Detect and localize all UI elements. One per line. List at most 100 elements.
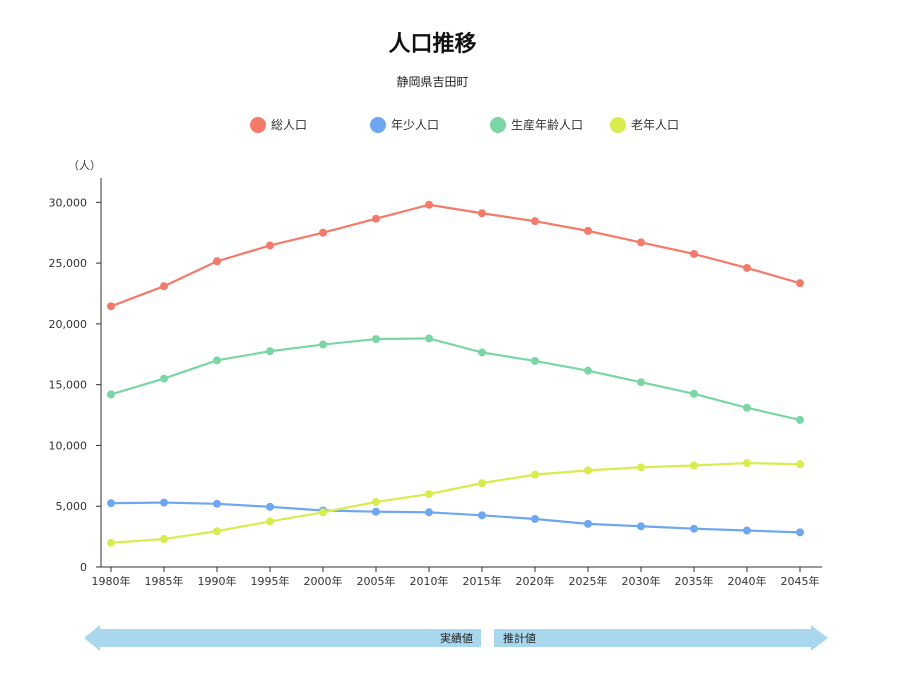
data-point-youth[interactable] <box>372 507 380 516</box>
series-line-youth <box>110 501 801 534</box>
data-point-total[interactable] <box>478 209 486 218</box>
data-point-elderly[interactable] <box>160 535 168 544</box>
series-line-total <box>110 203 801 308</box>
x-tick-label: 2020年 <box>516 574 555 588</box>
chart-subtitle: 静岡県吉田町 <box>396 75 469 89</box>
data-point-total[interactable] <box>372 214 380 223</box>
series-line-working-age <box>110 337 801 421</box>
data-point-youth[interactable] <box>478 511 486 520</box>
legend-marker-youth <box>370 116 386 133</box>
legend-label-working-age: 生産年齢人口 <box>511 118 584 132</box>
data-point-total[interactable] <box>531 217 539 226</box>
data-point-working-age[interactable] <box>690 389 698 398</box>
data-point-elderly[interactable] <box>266 517 274 526</box>
data-point-youth[interactable] <box>107 499 115 508</box>
legend-item-total[interactable]: 総人口 <box>250 116 307 133</box>
series-total <box>107 200 804 311</box>
data-point-youth[interactable] <box>796 528 804 537</box>
data-point-youth[interactable] <box>637 522 645 531</box>
legend-item-elderly[interactable]: 老年人口 <box>610 116 679 133</box>
data-point-total[interactable] <box>637 238 645 247</box>
legend-label-youth: 年少人口 <box>391 118 440 132</box>
legend-label-elderly: 老年人口 <box>631 118 680 132</box>
line-chart: （人） 0 5,000 10,000 15,000 20,000 25,000 30,000… <box>49 159 822 588</box>
data-point-working-age[interactable] <box>107 390 115 399</box>
x-tick-label: 1985年 <box>145 574 184 588</box>
data-point-total[interactable] <box>584 226 592 235</box>
data-point-working-age[interactable] <box>425 334 433 343</box>
legend-item-working-age[interactable]: 生産年齢人口 <box>490 116 583 133</box>
y-axis-ticks: 0 5,000 10,000 15,000 20,000 25,000 30,000 <box>49 196 101 574</box>
y-tick-label: 10,000 <box>49 439 88 452</box>
y-axis-unit-label: （人） <box>68 159 101 172</box>
data-point-elderly[interactable] <box>796 460 804 469</box>
data-point-elderly[interactable] <box>531 470 539 479</box>
data-point-working-age[interactable] <box>478 348 486 357</box>
data-point-youth[interactable] <box>213 499 221 508</box>
series-working-age <box>107 334 804 424</box>
data-point-total[interactable] <box>690 249 698 258</box>
legend-marker-working-age <box>490 116 506 133</box>
actual-period-label: 実績値 <box>440 631 473 645</box>
x-tick-label: 1995年 <box>251 574 290 588</box>
x-tick-label: 2015年 <box>463 574 502 588</box>
data-point-working-age[interactable] <box>584 366 592 375</box>
x-tick-label: 2040年 <box>728 574 767 588</box>
y-tick-label: 30,000 <box>49 196 88 209</box>
x-tick-label: 1990年 <box>198 574 237 588</box>
x-tick-label: 2025年 <box>569 574 608 588</box>
data-point-youth[interactable] <box>690 524 698 533</box>
data-point-elderly[interactable] <box>690 461 698 470</box>
y-tick-label: 25,000 <box>49 257 88 270</box>
data-point-elderly[interactable] <box>478 479 486 488</box>
data-point-elderly[interactable] <box>372 497 380 506</box>
data-point-youth[interactable] <box>425 508 433 517</box>
data-point-elderly[interactable] <box>213 527 221 536</box>
data-point-working-age[interactable] <box>319 340 327 349</box>
legend-item-youth[interactable]: 年少人口 <box>370 116 439 133</box>
data-point-youth[interactable] <box>584 519 592 528</box>
data-point-elderly[interactable] <box>107 538 115 547</box>
estimate-period-arrow <box>494 625 828 651</box>
data-point-youth[interactable] <box>531 514 539 523</box>
data-point-elderly[interactable] <box>319 508 327 517</box>
data-point-elderly[interactable] <box>425 490 433 499</box>
data-point-total[interactable] <box>107 302 115 311</box>
x-tick-label: 2000年 <box>304 574 343 588</box>
data-point-elderly[interactable] <box>637 463 645 472</box>
data-point-total[interactable] <box>319 228 327 237</box>
y-tick-label: 0 <box>80 561 87 574</box>
data-point-elderly[interactable] <box>584 466 592 475</box>
x-tick-label: 1980年 <box>92 574 131 588</box>
data-point-youth[interactable] <box>743 526 751 535</box>
x-tick-label: 2045年 <box>781 574 820 588</box>
data-point-working-age[interactable] <box>266 347 274 356</box>
y-tick-label: 5,000 <box>56 500 88 513</box>
legend-marker-elderly <box>610 116 626 133</box>
data-point-working-age[interactable] <box>372 335 380 344</box>
series-lines <box>107 200 804 547</box>
y-tick-label: 20,000 <box>49 318 88 331</box>
legend-marker-total <box>250 116 266 133</box>
data-point-working-age[interactable] <box>743 403 751 412</box>
data-point-working-age[interactable] <box>796 415 804 424</box>
data-point-working-age[interactable] <box>531 356 539 365</box>
actual-period-arrow <box>84 625 481 651</box>
data-point-youth[interactable] <box>266 502 274 511</box>
data-point-working-age[interactable] <box>160 374 168 383</box>
data-point-elderly[interactable] <box>743 459 751 468</box>
data-point-total[interactable] <box>425 200 433 209</box>
y-tick-label: 15,000 <box>49 379 88 392</box>
data-point-total[interactable] <box>743 263 751 272</box>
data-point-total[interactable] <box>266 241 274 250</box>
data-point-youth[interactable] <box>160 498 168 507</box>
data-point-total[interactable] <box>213 257 221 266</box>
data-point-working-age[interactable] <box>637 378 645 387</box>
data-point-total[interactable] <box>160 282 168 291</box>
chart-title: 人口推移 <box>388 32 477 57</box>
x-tick-label: 2010年 <box>410 574 449 588</box>
x-tick-label: 2035年 <box>675 574 714 588</box>
data-point-total[interactable] <box>796 279 804 288</box>
data-point-working-age[interactable] <box>213 356 221 365</box>
series-youth <box>107 498 804 537</box>
